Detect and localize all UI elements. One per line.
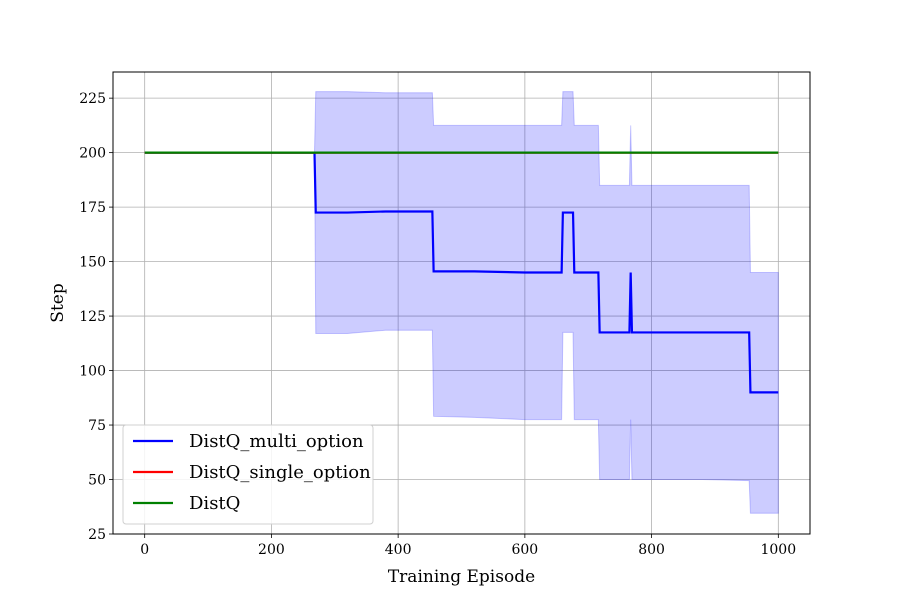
x-axis-label: Training Episode bbox=[388, 567, 535, 587]
legend-label: DistQ_multi_option bbox=[189, 431, 364, 452]
y-tick-label: 25 bbox=[88, 527, 106, 543]
y-tick-label: 175 bbox=[79, 200, 106, 216]
legend-label: DistQ_single_option bbox=[189, 462, 371, 483]
x-tick-label: 800 bbox=[638, 542, 665, 558]
x-tick-label: 400 bbox=[385, 542, 412, 558]
axis-ticks: 0 200 400 600 800 1000 25 50 75 100 125 150 175 200 22… bbox=[79, 91, 796, 558]
legend: DistQ_multi_option DistQ_single_option Dis… bbox=[122, 424, 374, 525]
series-line bbox=[144, 151, 779, 394]
y-tick-label: 225 bbox=[79, 91, 106, 107]
y-tick-label: 100 bbox=[79, 364, 106, 380]
series-lines bbox=[144, 151, 779, 394]
y-tick-label: 50 bbox=[88, 473, 106, 489]
y-tick-label: 75 bbox=[88, 418, 106, 434]
y-axis-label: Step bbox=[48, 283, 68, 323]
y-tick-label: 150 bbox=[79, 255, 106, 271]
x-tick-label: 200 bbox=[258, 542, 285, 558]
x-tick-label: 1000 bbox=[760, 542, 796, 558]
y-tick-label: 200 bbox=[79, 146, 106, 162]
legend-box bbox=[122, 424, 374, 525]
plot-frame bbox=[112, 71, 811, 535]
x-tick-label: 0 bbox=[140, 542, 149, 558]
x-tick-label: 600 bbox=[511, 542, 538, 558]
legend-label: DistQ bbox=[189, 493, 240, 514]
y-tick-label: 125 bbox=[79, 309, 106, 325]
